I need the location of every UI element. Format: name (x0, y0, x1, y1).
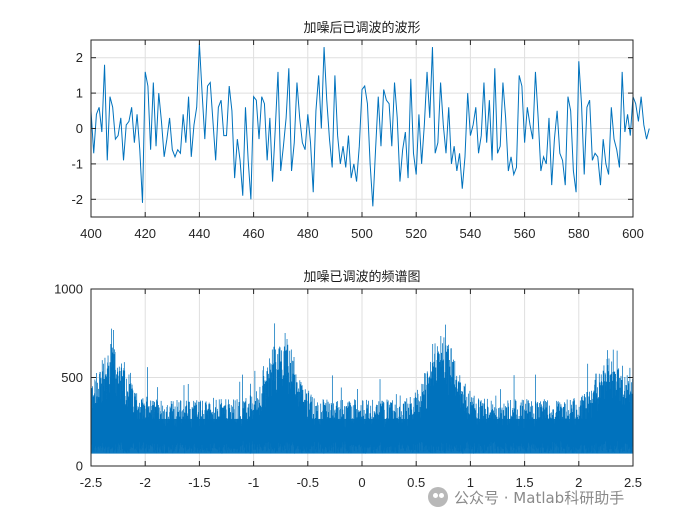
y-tick-label: -1 (71, 156, 83, 171)
waveform-axes: 加噪后已调波的波形 400 420 440 460 480 500 520 540 560 580… (71, 20, 650, 241)
x-tick-label: 1 (467, 475, 474, 490)
y-tick-label: 0 (76, 121, 83, 136)
x-tick-label: 480 (297, 226, 319, 241)
watermark-text: 公众号 · Matlab科研助手 (454, 488, 625, 507)
x-tick-label: -1.5 (188, 475, 210, 490)
x-tick-label: 520 (405, 226, 427, 241)
x-tick-label: 600 (622, 226, 644, 241)
y-tick-label: 0 (76, 459, 83, 474)
y-tick-label: 500 (61, 370, 83, 385)
x-tick-label: 400 (80, 226, 102, 241)
x-tick-label: 440 (189, 226, 211, 241)
waveform-grid (90, 40, 634, 217)
spectrum-x-ticks: -2.5 -2 -1.5 -1 -0.5 0 0.5 1 1.5 2 2.5 (80, 289, 642, 490)
y-tick-label: 2 (76, 50, 83, 65)
wechat-icon (428, 487, 448, 507)
x-tick-label: -2.5 (80, 475, 102, 490)
spectrum-dense-band (91, 418, 633, 454)
waveform-title: 加噪后已调波的波形 (303, 20, 420, 36)
x-tick-label: 420 (134, 226, 156, 241)
x-tick-label: 2.5 (624, 475, 642, 490)
spectrum-title: 加噪已调波的频谱图 (303, 269, 420, 285)
y-tick-label: 1 (76, 86, 83, 101)
x-tick-label: 0 (358, 475, 365, 490)
y-tick-label: 1000 (54, 282, 83, 297)
waveform-series-line (90, 43, 650, 207)
x-tick-label: 540 (460, 226, 482, 241)
x-tick-label: 500 (351, 226, 373, 241)
x-tick-label: 1.5 (516, 475, 534, 490)
spectrum-axes: 加噪已调波的频谱图 -2.5 -2 -1.5 -1 -0.5 0 0.5 1 1.5 2 2.5 0… (54, 269, 642, 490)
x-tick-label: 2 (575, 475, 582, 490)
y-tick-label: -2 (71, 192, 83, 207)
x-tick-label: -0.5 (297, 475, 319, 490)
x-tick-label: 460 (243, 226, 265, 241)
waveform-x-ticks: 400 420 440 460 480 500 520 540 560 580 600 (80, 40, 644, 241)
x-tick-label: 0.5 (407, 475, 425, 490)
spectrum-y-ticks: 0 500 1000 (54, 282, 633, 474)
watermark: 公众号 · Matlab科研助手 (428, 484, 624, 510)
waveform-y-ticks: -2 -1 0 1 2 (71, 50, 633, 207)
x-tick-label: 580 (568, 226, 590, 241)
x-tick-label: -2 (139, 475, 151, 490)
x-tick-label: 560 (514, 226, 536, 241)
x-tick-label: -1 (248, 475, 260, 490)
waveform-plot-area (90, 43, 650, 207)
